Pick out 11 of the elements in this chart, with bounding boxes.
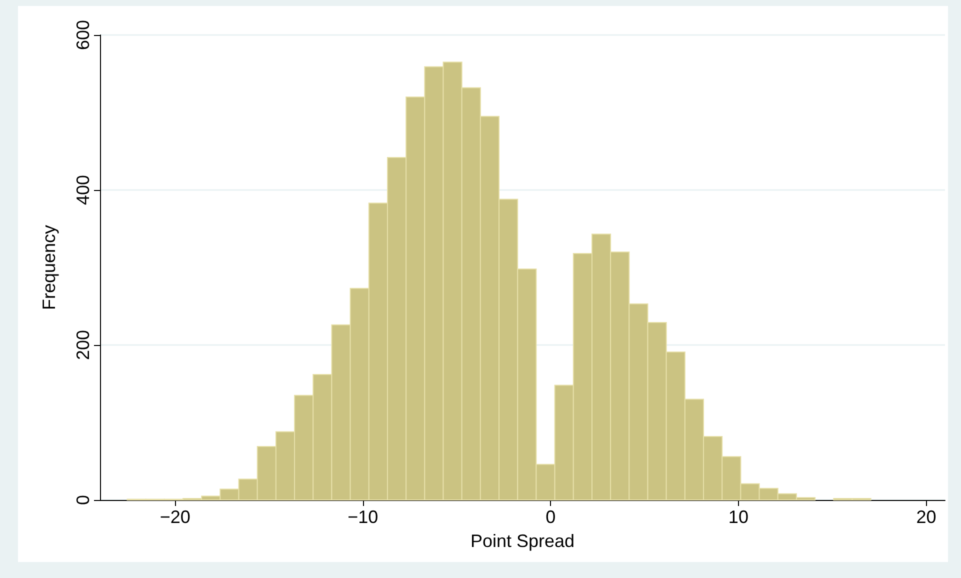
x-tick-label: 20 xyxy=(916,507,936,527)
y-tick-label: 200 xyxy=(73,330,93,360)
x-tick-label: −10 xyxy=(348,507,378,527)
y-tick-label: 600 xyxy=(73,20,93,50)
x-tick-label: 10 xyxy=(728,507,748,527)
y-axis-title: Frequency xyxy=(39,224,59,310)
x-tick-label: 0 xyxy=(546,507,556,527)
x-axis-title: Point Spread xyxy=(470,531,575,551)
x-tick-label: −20 xyxy=(160,507,190,527)
y-tick-label: 0 xyxy=(73,494,93,506)
y-tick-label: 400 xyxy=(73,174,93,206)
